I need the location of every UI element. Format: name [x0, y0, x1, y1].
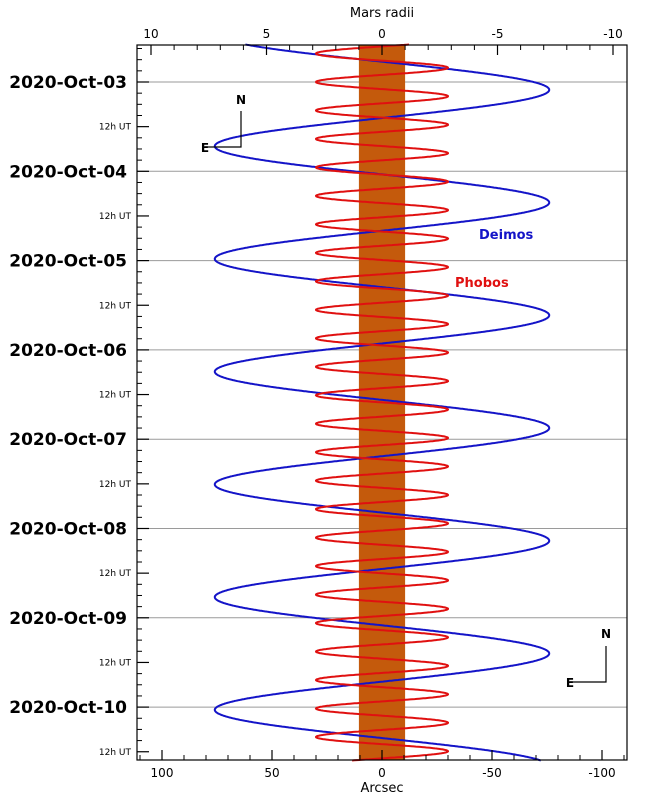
half-day-label: 12h UT	[99, 480, 132, 490]
deimos-label: Deimos	[479, 228, 534, 243]
compass-north-letter: N	[236, 93, 246, 107]
compass-east-letter: E	[566, 676, 574, 690]
date-label: 2020-Oct-07	[9, 430, 127, 450]
x-tick-label: 100	[151, 766, 174, 780]
half-day-label: 12h UT	[99, 658, 132, 668]
x2-tick-label: 5	[263, 27, 271, 41]
phobos-label: Phobos	[455, 276, 509, 291]
x2-axis-title: Mars radii	[350, 6, 414, 21]
date-label: 2020-Oct-05	[9, 252, 127, 272]
compass-arms	[570, 646, 607, 683]
x-tick-label: -50	[482, 766, 502, 780]
x2-tick-label: -10	[603, 27, 623, 41]
half-day-label: 12h UT	[99, 391, 132, 401]
x-tick-label: -100	[588, 766, 615, 780]
date-label: 2020-Oct-04	[9, 162, 127, 182]
half-day-label: 12h UT	[99, 301, 132, 311]
labels: 2020-Oct-03 12h UT 2020-Oct-04 12h UT 2020-O…	[9, 73, 131, 758]
date-label: 2020-Oct-06	[9, 341, 127, 361]
half-day-label: 12h UT	[99, 748, 132, 758]
date-label: 2020-Oct-10	[9, 698, 127, 718]
x2-tick-label: -5	[492, 27, 504, 41]
moon-tracks	[213, 43, 551, 762]
compass-east-letter: E	[201, 141, 209, 155]
compass-north-letter: N	[601, 627, 611, 641]
compass-arms	[205, 111, 242, 148]
half-day-label: 12h UT	[99, 123, 132, 133]
deimos-track	[213, 43, 551, 762]
x-axis-title: Arcsec	[360, 781, 403, 796]
x-tick-label: 0	[378, 766, 386, 780]
phobos-track	[314, 43, 450, 762]
x-tick-label: 50	[264, 766, 279, 780]
date-label: 2020-Oct-08	[9, 520, 127, 540]
date-label: 2020-Oct-03	[9, 73, 127, 93]
x2-tick-label: 0	[378, 27, 386, 41]
half-day-label: 12h UT	[99, 569, 132, 579]
date-label: 2020-Oct-09	[9, 609, 127, 629]
compass-bottom: N E	[566, 627, 611, 690]
x2-tick-label: 10	[143, 27, 158, 41]
compass-top: N E	[201, 93, 246, 155]
half-day-label: 12h UT	[99, 212, 132, 222]
